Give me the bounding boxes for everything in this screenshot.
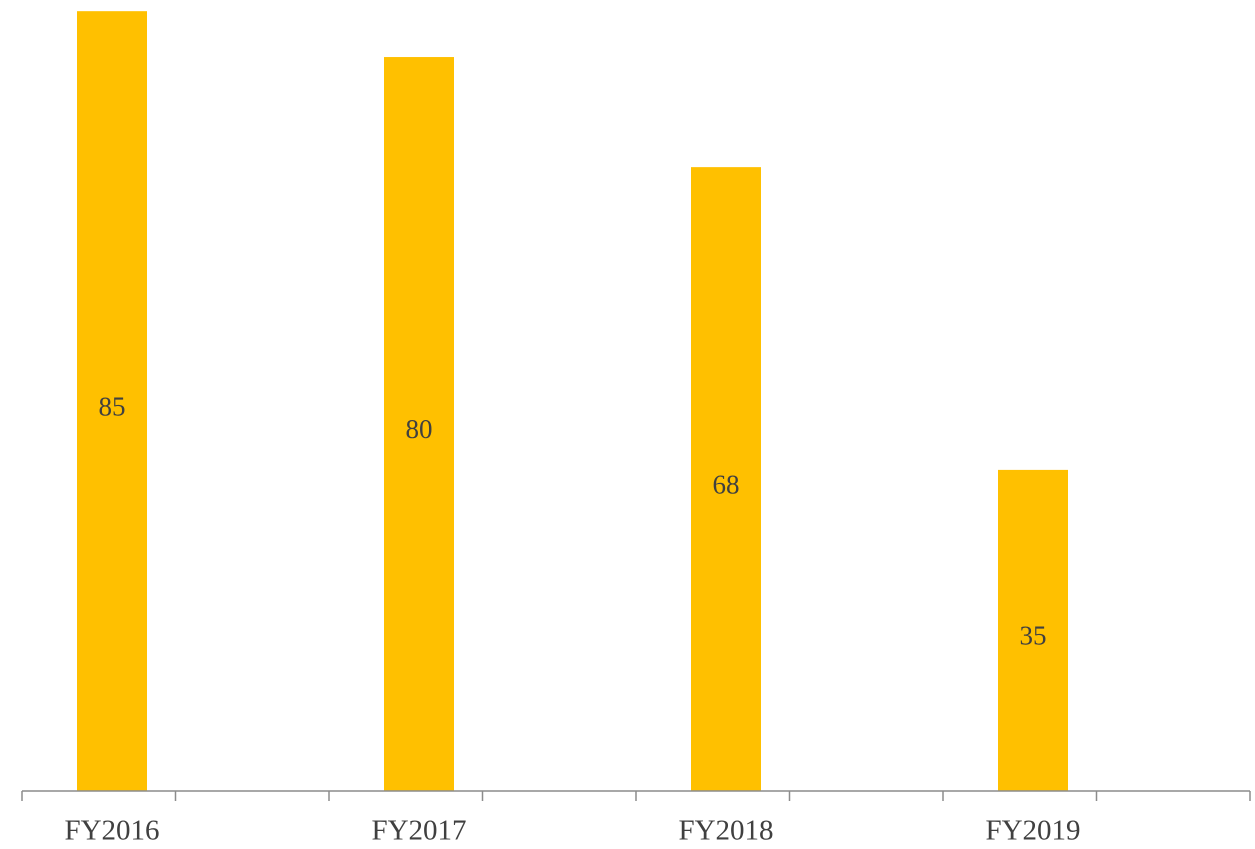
bar bbox=[998, 469, 1068, 791]
x-tick-label: FY2019 bbox=[985, 815, 1080, 847]
data-label: 35 bbox=[1020, 621, 1047, 651]
bar bbox=[384, 57, 454, 792]
data-label: 80 bbox=[406, 414, 433, 444]
x-tick-label: FY2018 bbox=[678, 815, 773, 847]
x-tick-label: FY2016 bbox=[64, 815, 159, 847]
data-label: 68 bbox=[713, 469, 740, 499]
bar bbox=[691, 167, 761, 792]
bar bbox=[77, 11, 147, 791]
data-label: 85 bbox=[99, 391, 126, 421]
x-tick-label: FY2017 bbox=[371, 815, 466, 847]
